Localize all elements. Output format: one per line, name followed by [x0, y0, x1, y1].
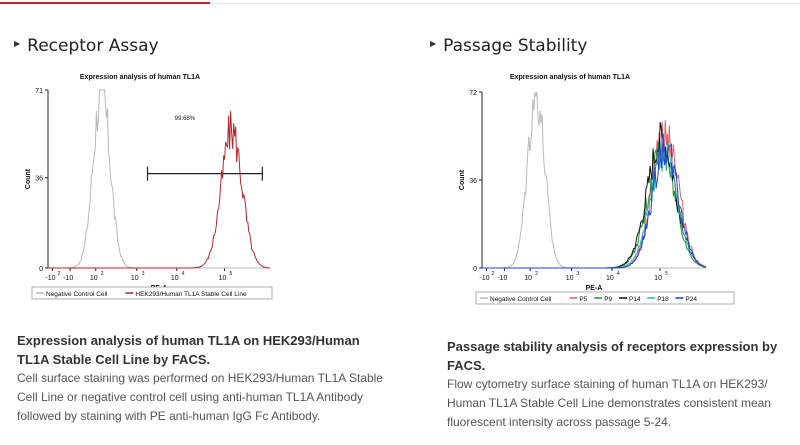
x-tick-label: 10	[524, 275, 532, 282]
x-tick-label: 10	[566, 275, 574, 282]
histogram-series-line	[482, 137, 707, 269]
histogram-series-line	[482, 133, 707, 269]
gate-percent-label: 99.68%	[175, 116, 196, 122]
legend-box	[31, 286, 273, 300]
legend-entry-label: P9	[604, 296, 612, 303]
x-tick-exponent: 2	[491, 271, 494, 277]
y-tick-label: 0	[473, 266, 477, 273]
chart-title: Expression analysis of human TL1A	[80, 74, 200, 81]
x-tick-exponent: 4	[182, 271, 185, 277]
bullet-icon: ▶	[430, 39, 437, 48]
x-tick-exponent: 3	[142, 271, 145, 277]
x-tick-label: -10	[497, 275, 507, 282]
x-tick-label: -10	[63, 275, 73, 282]
x-tick-exponent: 5	[665, 271, 668, 277]
receptor-assay-heading: ▶ Receptor Assay	[14, 36, 159, 56]
legend-entry-label: Negative Control Cell	[46, 291, 108, 298]
passage-stability-title: Passage Stability	[443, 36, 588, 56]
x-tick-exponent: 4	[617, 271, 620, 277]
legend-entry-label: P18	[657, 296, 669, 303]
receptor-assay-chart: Expression analysis of human TL1A 0 36 71 Co…	[25, 74, 273, 300]
receptor-assay-caption-title: Expression analysis of human TL1A on HEK…	[17, 333, 360, 367]
chart-title: Expression analysis of human TL1A	[510, 74, 630, 81]
histogram-series-line	[48, 111, 271, 269]
histogram-series-line	[482, 122, 707, 269]
top-accent-bar	[0, 2, 210, 4]
legend-box	[475, 291, 735, 305]
x-tick-label: -10	[479, 275, 489, 282]
passage-stability-chart: Expression analysis of human TL1A 0 36 72 Co…	[459, 74, 735, 305]
legend-entry-label: P24	[685, 296, 697, 303]
receptor-assay-caption-body: Cell surface staining was performed on H…	[17, 371, 383, 423]
x-tick-label: 10	[654, 275, 662, 282]
y-tick-label: 0	[39, 266, 43, 273]
y-axis-label: Count	[459, 169, 466, 190]
bullet-icon: ▶	[14, 39, 21, 48]
x-tick-exponent: 2	[101, 271, 104, 277]
y-axis-label: Count	[25, 168, 32, 189]
x-tick-label: 10	[606, 275, 614, 282]
legend-entry-label: Negative Control Cell	[490, 296, 552, 303]
histogram-series-line	[48, 89, 270, 269]
passage-stability-caption-title: Passage stability analysis of receptors …	[447, 339, 778, 373]
y-tick-label: 36	[469, 178, 477, 185]
y-tick-label: 72	[469, 90, 477, 97]
legend-entry-label: HEK293/Human TL1A Stable Cell Line	[135, 291, 247, 298]
x-tick-exponent: 2	[535, 271, 538, 277]
x-tick-label: 10	[90, 275, 98, 282]
x-axis-label: PE-A	[586, 285, 603, 292]
y-tick-label: 71	[35, 88, 43, 95]
x-tick-exponent: 3	[577, 271, 580, 277]
passage-stability-caption-body: Flow cytometry surface staining of human…	[447, 377, 771, 429]
legend-entry-label: P14	[629, 296, 641, 303]
x-tick-label: 10	[219, 275, 227, 282]
passage-stability-heading: ▶ Passage Stability	[430, 36, 587, 56]
x-tick-label: 10	[131, 275, 139, 282]
receptor-assay-title: Receptor Assay	[27, 36, 159, 56]
y-tick-label: 36	[35, 176, 43, 183]
x-tick-label: -10	[45, 275, 55, 282]
top-divider	[0, 3, 800, 4]
histogram-series-line	[482, 120, 707, 269]
x-tick-exponent: 2	[57, 271, 60, 277]
legend-entry-label: P5	[579, 296, 587, 303]
x-tick-label: 10	[171, 275, 179, 282]
x-tick-exponent: 5	[229, 271, 232, 277]
